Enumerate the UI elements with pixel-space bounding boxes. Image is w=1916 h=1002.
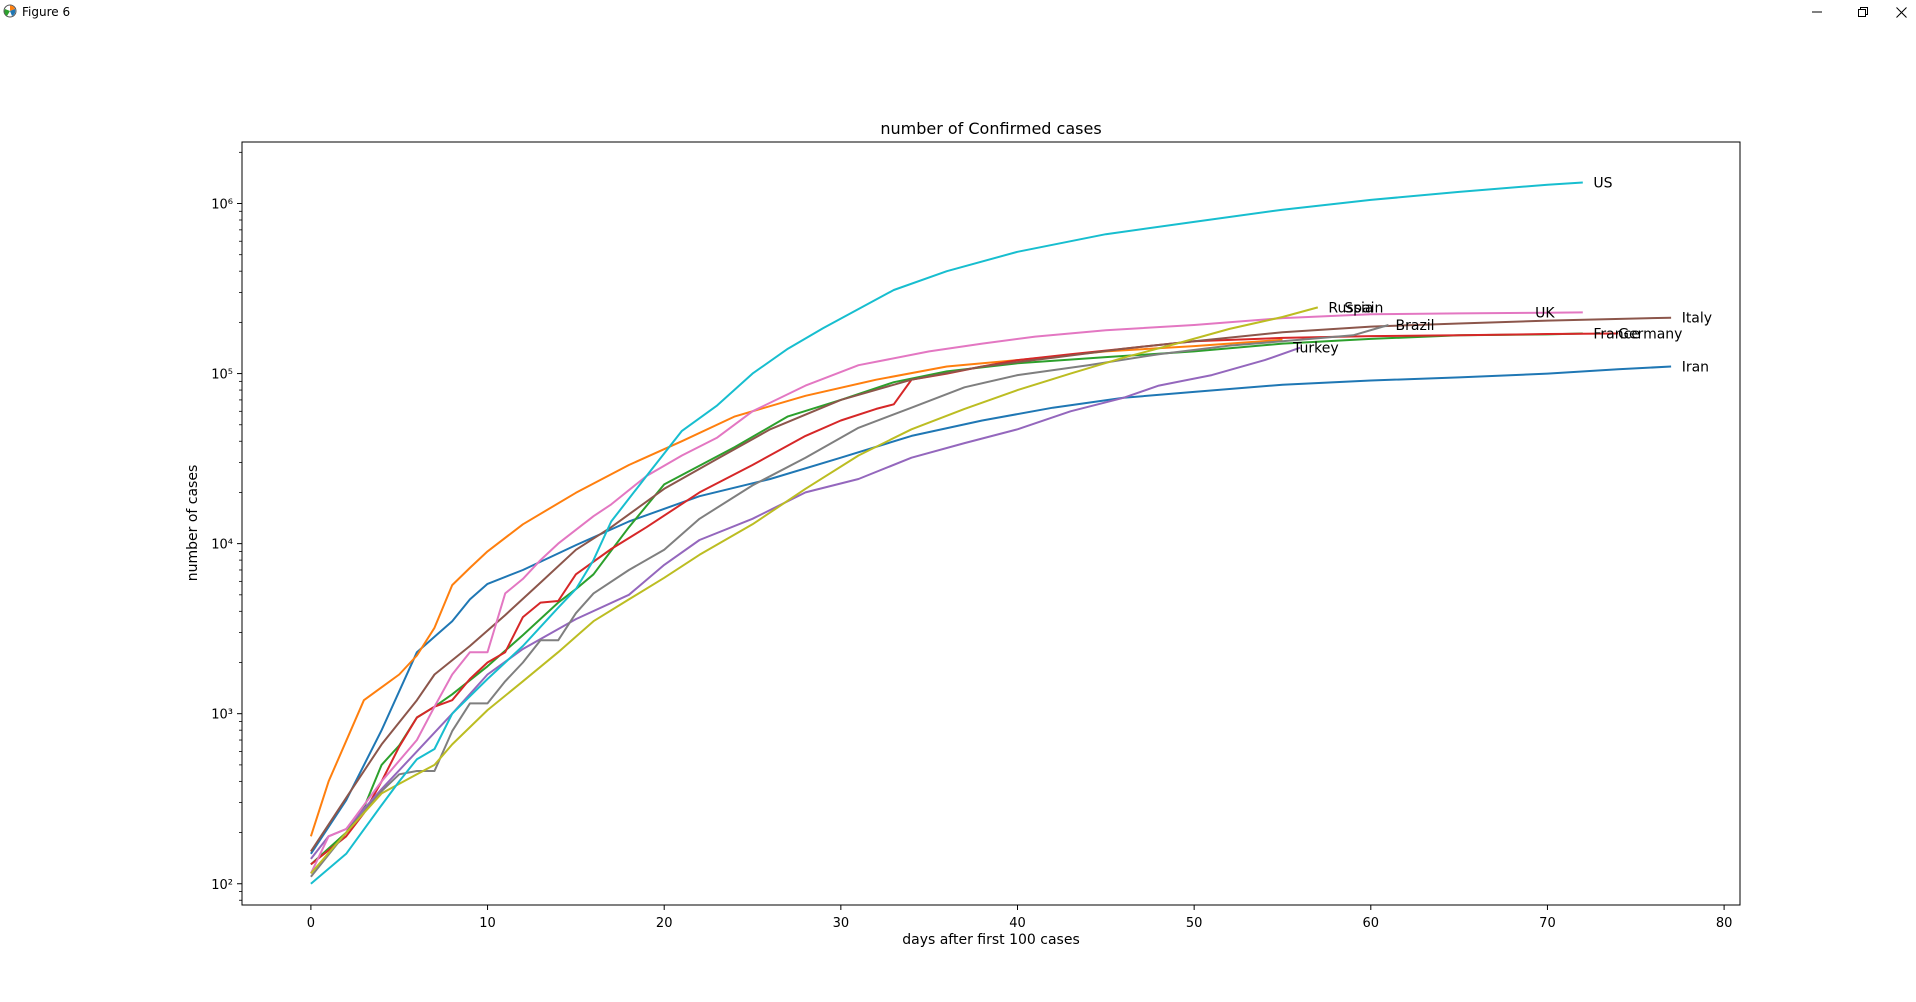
series-label-germany: Germany (1618, 327, 1682, 343)
axis-layer: 0 10 20 30 40 50 60 70 80 10² 10³ 10⁴ 10⁵ 10⁶ (211, 141, 1741, 931)
window-titlebar: Figure 6 (0, 0, 1916, 24)
x-tick-label: 50 (1186, 916, 1203, 931)
y-tick-label: 10⁶ (211, 198, 233, 213)
series-line-spain (309, 338, 1283, 837)
series-line-germany (310, 332, 1619, 866)
y-tick-label: 10⁴ (211, 538, 233, 553)
series-label-italy: Italy (1682, 311, 1712, 327)
y-tick-label: 10³ (211, 708, 233, 723)
series-line-italy (310, 316, 1672, 852)
restore-icon (1858, 7, 1868, 17)
x-tick-label: 10 (479, 916, 496, 931)
minimize-icon (1812, 11, 1822, 13)
x-tick-label: 70 (1539, 916, 1556, 931)
x-axis-label: days after first 100 cases (902, 932, 1080, 948)
series-line-turkey (310, 346, 1301, 860)
window-title: Figure 6 (22, 5, 71, 19)
x-tick-label: 0 (307, 916, 315, 931)
series-line-us (310, 181, 1583, 885)
series-line-russia (310, 306, 1319, 875)
y-tick-label: 10² (211, 878, 233, 893)
series-line-brazil (310, 324, 1389, 878)
series-label-brazil: Brazil (1396, 318, 1435, 334)
x-tick-label: 30 (833, 916, 850, 931)
series-line-uk (309, 311, 1583, 874)
series-layer (309, 181, 1672, 885)
x-tick-label: 40 (1009, 916, 1026, 931)
minimize-button[interactable] (1794, 0, 1840, 24)
series-label-uk: UK (1535, 305, 1555, 321)
series-label-us: US (1593, 176, 1612, 192)
plot-frame (241, 141, 1741, 906)
y-tick-label: 10⁵ (211, 368, 233, 383)
series-label-france: France (1593, 327, 1640, 343)
x-tick-label: 80 (1716, 916, 1733, 931)
matplotlib-logo-icon (3, 4, 17, 18)
series-line-iran (310, 365, 1672, 855)
close-button[interactable] (1886, 0, 1916, 24)
chart-title: number of Confirmed cases (880, 119, 1101, 138)
close-icon (1895, 6, 1907, 18)
series-label-russia: Russia (1328, 300, 1373, 316)
series-line-france (310, 332, 1583, 866)
series-label-turkey: Turkey (1292, 341, 1339, 357)
series-label-iran: Iran (1682, 360, 1709, 376)
y-axis-label: number of cases (185, 465, 201, 582)
x-tick-label: 60 (1363, 916, 1380, 931)
x-tick-label: 20 (656, 916, 673, 931)
series-label-spain: Spain (1344, 300, 1383, 316)
restore-button[interactable] (1840, 0, 1886, 24)
